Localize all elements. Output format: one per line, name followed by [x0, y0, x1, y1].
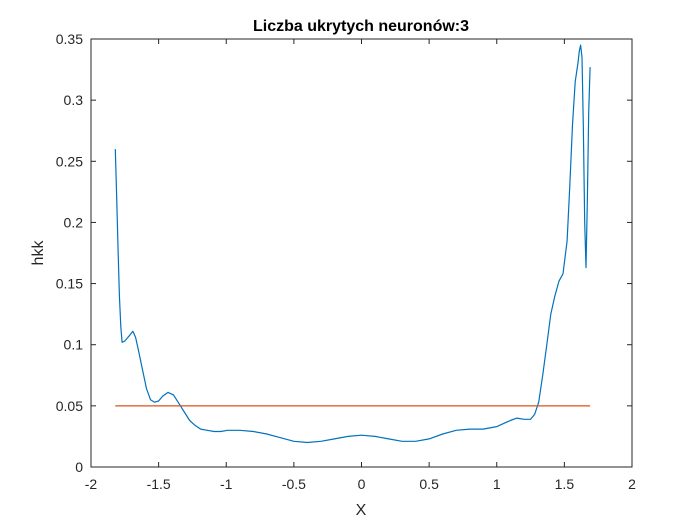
series-layer [114, 44, 591, 444]
x-tick-label: 2 [628, 476, 636, 492]
y-tick-label: 0.05 [56, 398, 83, 414]
x-ticks: -2 -1.5 -1 -0.5 0 0.5 1 1.5 2 [85, 39, 636, 492]
y-axis-label: hkk [30, 240, 47, 266]
x-tick-label: -1 [220, 476, 233, 492]
x-tick-label: 0 [358, 476, 366, 492]
series-line-1 [114, 44, 591, 444]
y-tick-label: 0.2 [64, 214, 84, 230]
chart-title: Liczba ukrytych neuronów:3 [253, 18, 469, 35]
y-ticks: 0 0.05 0.1 0.15 0.2 0.25 0.3 0.35 [56, 31, 632, 475]
y-tick-label: 0.3 [64, 92, 84, 108]
x-tick-label: -2 [85, 476, 98, 492]
x-tick-label: -0.5 [282, 476, 306, 492]
x-tick-label: -1.5 [147, 476, 171, 492]
y-tick-label: 0.1 [64, 337, 84, 353]
x-axis-label: X [356, 502, 367, 519]
x-tick-label: 0.5 [419, 476, 439, 492]
y-tick-label: 0.35 [56, 31, 83, 47]
y-tick-label: 0 [75, 459, 83, 475]
plot-area [91, 39, 632, 467]
x-tick-label: 1 [493, 476, 501, 492]
y-tick-label: 0.25 [56, 153, 83, 169]
x-tick-label: 1.5 [555, 476, 575, 492]
y-tick-label: 0.15 [56, 276, 83, 292]
